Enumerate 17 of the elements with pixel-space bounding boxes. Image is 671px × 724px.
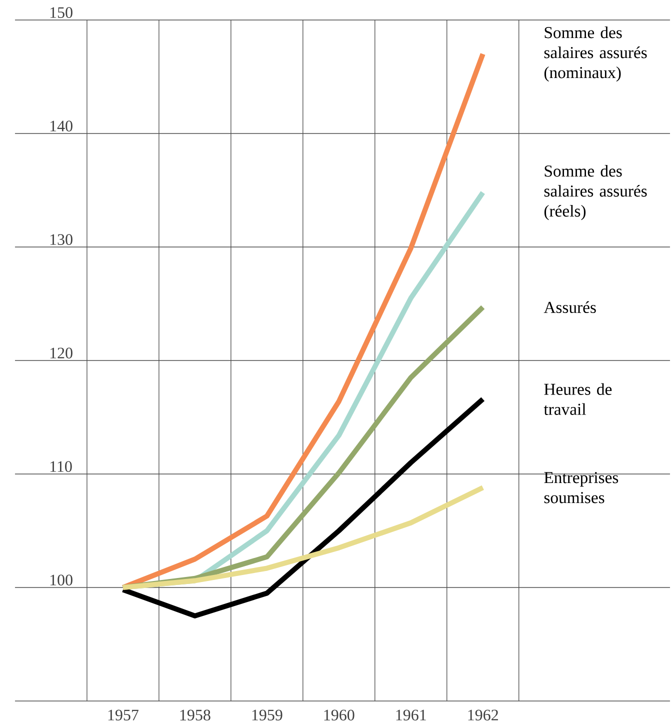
text: Somme des salaires assurés (nominaux): [544, 26, 647, 82]
text: Entreprises soumises: [544, 472, 618, 504]
text: Heures de travail: [544, 383, 612, 415]
y-tick-label: 100: [50, 574, 72, 586]
x-tick-label: 1961: [396, 710, 426, 720]
x-tick-label: 1958: [180, 710, 210, 720]
x-tick-label: 1960: [324, 710, 354, 720]
text: Somme des salaires assurés (réels): [544, 164, 647, 220]
x-tick-label: 1957: [108, 710, 138, 720]
x-tick-label: 1962: [468, 710, 498, 720]
y-tick-label: 150: [50, 7, 72, 18]
text: Assurés: [544, 301, 596, 314]
y-tick-label: 110: [50, 461, 72, 472]
y-tick-label: 120: [50, 348, 72, 358]
y-tick-label: 130: [50, 234, 72, 245]
y-tick-label: 140: [50, 120, 72, 132]
x-tick-label: 1959: [252, 710, 282, 720]
